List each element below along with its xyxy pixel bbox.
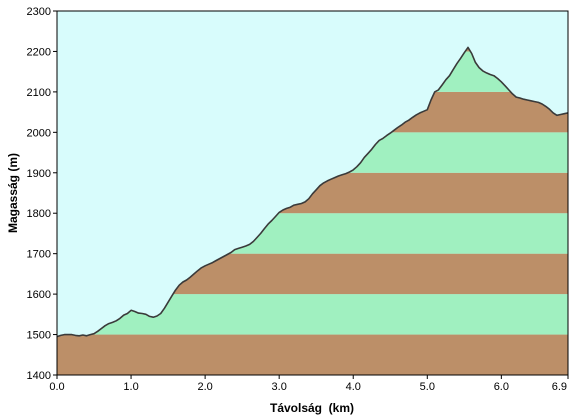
elevation-band — [57, 334, 568, 375]
plot-frame — [56, 10, 569, 376]
y-axis-title: Magasság (m) — [6, 153, 20, 233]
y-tick-label: 2100 — [27, 87, 51, 99]
elevation-profile-line — [56, 46, 569, 338]
x-axis-title: Távolság (km) — [270, 401, 354, 415]
y-tick-label: 2300 — [27, 6, 51, 18]
y-tick-label: 2000 — [27, 127, 51, 139]
y-tick-label: 1500 — [27, 330, 51, 342]
y-tick-label: 1700 — [27, 249, 51, 261]
y-tick-label: 1400 — [27, 370, 51, 382]
x-tick-label: 6.0 — [494, 381, 509, 393]
x-tick-label: 4.0 — [346, 381, 361, 393]
x-tick-label: 3.0 — [272, 381, 287, 393]
y-tick-label: 1800 — [27, 208, 51, 220]
y-tick-label: 2200 — [27, 46, 51, 58]
x-axis: 0.0 1.0 2.0 3.0 4.0 5.0 6.0 6.9 — [49, 375, 569, 393]
x-tick-label: 0.0 — [49, 381, 64, 393]
y-tick-label: 1900 — [27, 168, 51, 180]
x-tick-label: 1.0 — [123, 381, 138, 393]
x-tick-label: 6.9 — [552, 381, 567, 393]
x-tick-label: 5.0 — [420, 381, 435, 393]
y-tick-label: 1600 — [27, 289, 51, 301]
x-tick-label: 2.0 — [197, 381, 212, 393]
y-axis: 1400 1500 1600 1700 1800 1900 2000 2100 2200 2300 — [27, 6, 57, 382]
